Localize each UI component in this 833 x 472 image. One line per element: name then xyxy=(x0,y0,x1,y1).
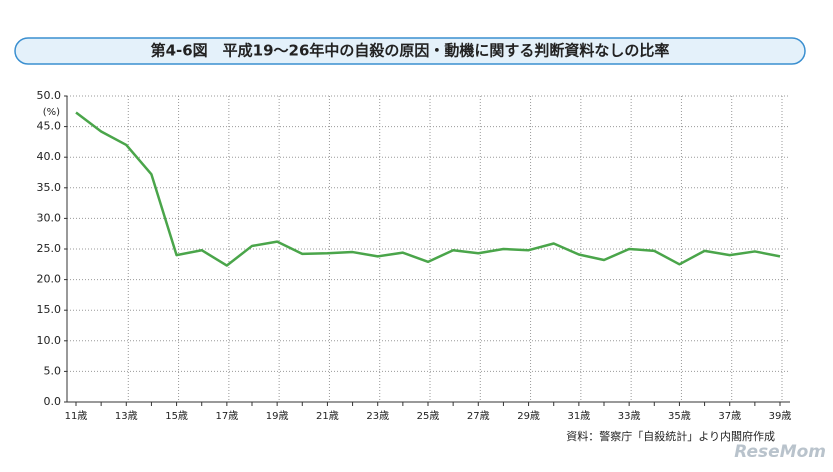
chart-title: 第4-6図 平成19～26年中の自殺の原因・動機に関する判断資料なしの比率 xyxy=(151,42,670,60)
x-tick-label: 25歳 xyxy=(417,410,440,422)
data-line xyxy=(75,111,781,267)
x-tick-label: 21歳 xyxy=(316,410,339,422)
x-tick-label: 23歳 xyxy=(366,410,389,422)
y-tick-label: 0.0 xyxy=(44,395,62,408)
x-tick-label: 29歳 xyxy=(517,410,540,422)
x-tick-label: 33歳 xyxy=(618,410,641,422)
y-tick-label: 10.0 xyxy=(37,334,62,347)
x-tick-label: 31歳 xyxy=(567,410,590,422)
x-tick-label: 17歳 xyxy=(215,410,238,422)
y-tick-label: 20.0 xyxy=(37,273,62,286)
y-tick-label: 35.0 xyxy=(37,181,62,194)
x-tick-label: 15歳 xyxy=(165,410,188,422)
x-tick-label: 39歳 xyxy=(769,410,792,422)
y-unit: (%) xyxy=(43,107,60,118)
x-tick-label: 19歳 xyxy=(266,410,289,422)
x-tick-label: 11歳 xyxy=(65,410,88,422)
title-box xyxy=(14,37,806,65)
y-tick-label: 30.0 xyxy=(37,211,62,224)
y-tick-label: 40.0 xyxy=(37,150,62,163)
y-tick-label: 5.0 xyxy=(44,364,62,377)
source-note: 資料：警察庁「自殺統計」より内閣府作成 xyxy=(566,429,775,443)
x-tick-label: 35歳 xyxy=(668,410,691,422)
y-tick-label: 45.0 xyxy=(37,120,62,133)
x-tick-label: 13歳 xyxy=(115,410,138,422)
y-tick-label: 50.0 xyxy=(37,89,62,102)
watermark: ReseMom xyxy=(734,442,826,462)
x-tick-label: 37歳 xyxy=(718,410,741,422)
y-tick-label: 25.0 xyxy=(37,242,62,255)
x-tick-label: 27歳 xyxy=(467,410,490,422)
y-tick-label: 15.0 xyxy=(37,303,62,316)
